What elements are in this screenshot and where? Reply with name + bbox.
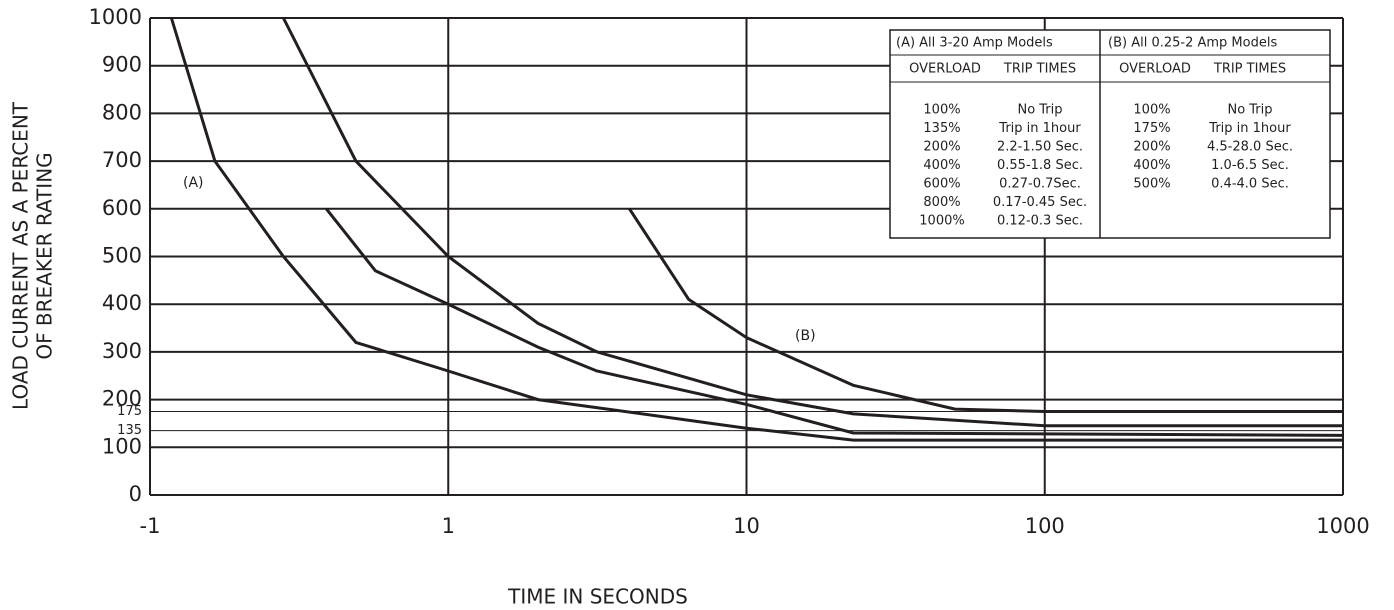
table-cell: 600% [923, 177, 960, 192]
x-tick-label: 10 [733, 514, 760, 538]
table-subheader: TRIP TIMES [1213, 62, 1286, 77]
y-axis-title: LOAD CURRENT AS A PERCENT [9, 101, 33, 410]
y-tick-label: 500 [102, 244, 142, 268]
table-cell: 0.12-0.3 Sec. [997, 214, 1083, 229]
table-subheader: OVERLOAD [1119, 62, 1191, 77]
table-cell: Trip in 1hour [1208, 121, 1291, 136]
table-cell: 1.0-6.5 Sec. [1211, 158, 1289, 173]
trip-curve [282, 17, 1343, 428]
table-cell: 400% [1133, 158, 1170, 173]
x-tick-label: -1 [140, 514, 161, 538]
y-tick-label: 200 [102, 387, 142, 411]
y-tick-label: 175 [117, 404, 142, 419]
table-cell: Trip in 1hour [998, 121, 1081, 136]
y-tick-label: 800 [102, 100, 142, 124]
table-cell: 4.5-28.0 Sec. [1207, 140, 1293, 155]
x-tick-label: 100 [1025, 514, 1065, 538]
table-cell: 500% [1133, 177, 1170, 192]
trip-curve [628, 207, 1343, 413]
y-axis-title: OF BREAKER RATING [33, 152, 57, 359]
x-tick-label: 1 [442, 514, 455, 538]
table-cell: 2.2-1.50 Sec. [997, 140, 1083, 155]
table-cell: 135% [923, 121, 960, 136]
y-tick-label: 135 [117, 423, 142, 438]
table-cell: 800% [923, 195, 960, 210]
annotation: (B) [795, 328, 816, 344]
table-cell: 400% [923, 158, 960, 173]
x-axis-title: TIME IN SECONDS [507, 585, 688, 609]
table-cell: No Trip [1227, 103, 1272, 118]
table-cell: 1000% [919, 214, 964, 229]
trip-curve [325, 207, 1344, 437]
annotation: (A) [183, 175, 204, 191]
y-tick-label: 300 [102, 339, 142, 363]
table-subheader: OVERLOAD [909, 62, 981, 77]
table-cell: 100% [923, 103, 960, 118]
y-tick-label: 700 [102, 148, 142, 172]
x-tick-label: 1000 [1316, 514, 1369, 538]
y-tick-label: 400 [102, 291, 142, 315]
y-tick-label: 600 [102, 196, 142, 220]
table-cell: No Trip [1017, 103, 1062, 118]
table-cell: 100% [1133, 103, 1170, 118]
table-header: (B) All 0.25-2 Amp Models [1108, 36, 1277, 51]
table-cell: 0.55-1.8 Sec. [997, 158, 1083, 173]
table-cell: 200% [1133, 140, 1170, 155]
table-cell: 0.17-0.45 Sec. [993, 195, 1087, 210]
table-cell: 200% [923, 140, 960, 155]
table-cell: 175% [1133, 121, 1170, 136]
y-tick-label: 100 [102, 434, 142, 458]
y-tick-label: 0 [129, 482, 142, 506]
table-cell: 0.27-0.7Sec. [999, 177, 1081, 192]
y-tick-label: 1000 [89, 5, 142, 29]
table-header: (A) All 3-20 Amp Models [896, 36, 1053, 51]
table-box [889, 29, 1331, 239]
y-tick-label: 900 [102, 53, 142, 77]
table-cell: 0.4-4.0 Sec. [1211, 177, 1289, 192]
trip-curve [169, 17, 1343, 442]
table-subheader: TRIP TIMES [1003, 62, 1076, 77]
